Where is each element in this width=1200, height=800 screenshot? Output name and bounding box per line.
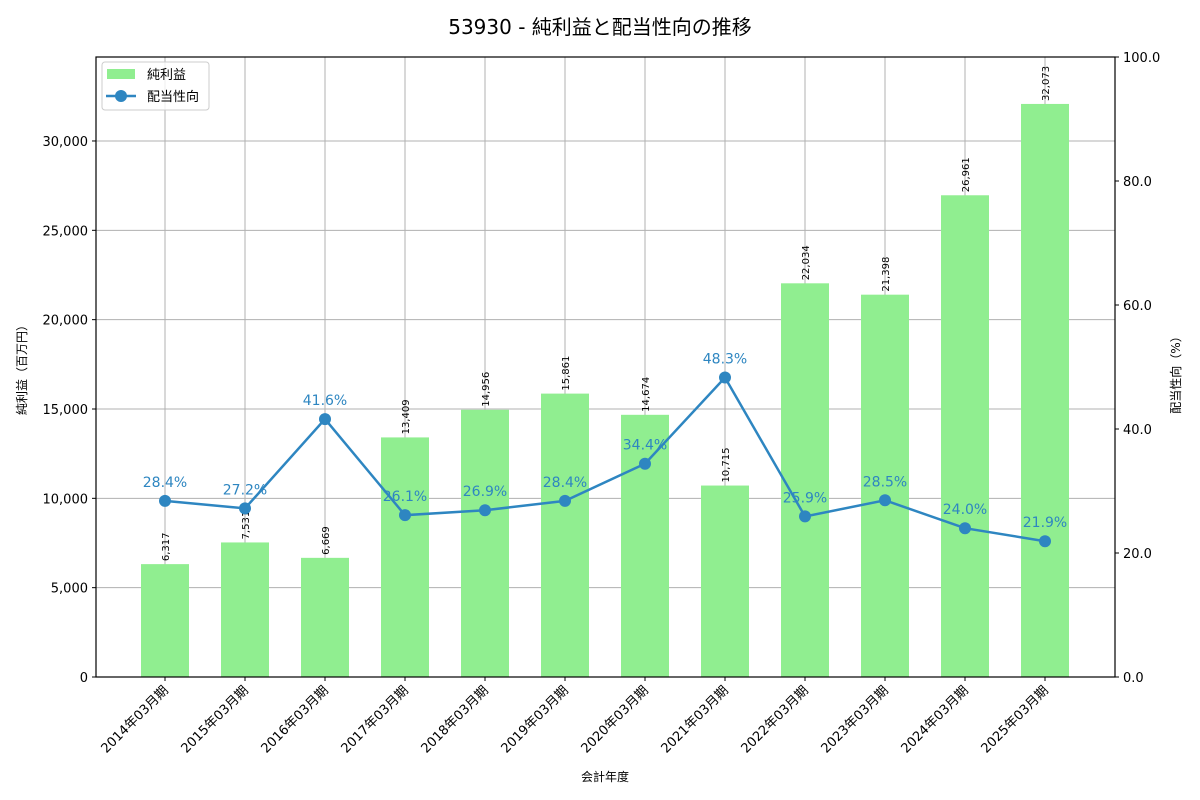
bar-series: 6,317 7,531 6,669 13,409 14,956 15,861 14,674 1… [141,66,1069,678]
chart-title: 53930 - 純利益と配当性向の推移 [448,15,752,39]
line-marker [959,522,971,535]
bar-value-label: 13,409 [401,399,412,434]
left-axis: 0 5,000 10,000 15,000 20,000 25,000 30,000 [43,135,96,686]
line-marker [879,494,891,507]
pct-label: 26.1% [383,489,427,505]
bar [701,485,749,677]
y2-tick-label: 40.0 [1123,423,1152,438]
x-axis: 2014年03月期 2015年03月期 2016年03月期 2017年03月期 2018… [99,677,1052,757]
y2-tick-label: 80.0 [1123,175,1152,190]
bar-value-label: 10,715 [721,448,732,483]
bar [381,437,429,677]
legend-label-net-income: 純利益 [147,68,186,83]
x-axis-label: 会計年度 [581,769,629,784]
x-tick-label: 2014年03月期 [99,683,172,756]
bar-value-label: 21,398 [881,257,892,292]
pct-label: 26.9% [463,484,507,500]
y-tick-label: 10,000 [43,492,89,507]
line-marker [319,413,331,426]
right-axis: 0.0 20.0 40.0 60.0 80.0 100.0 [1115,51,1160,686]
y-tick-label: 0 [80,671,88,686]
bar [861,294,909,677]
pct-label: 24.0% [943,502,987,518]
y-axis-label: 純利益（百万円） [15,319,29,415]
pct-label: 27.2% [223,482,267,498]
x-tick-label: 2017年03月期 [339,683,412,756]
bar-value-label: 14,674 [641,377,652,412]
bar-value-label: 15,861 [561,356,572,391]
y-tick-label: 5,000 [51,582,88,597]
bar-value-label: 22,034 [801,245,812,280]
pct-label: 28.5% [863,474,907,490]
pct-label: 28.4% [543,475,587,491]
x-tick-label: 2020年03月期 [579,683,652,756]
y-tick-label: 15,000 [43,403,89,418]
x-tick-label: 2024年03月期 [899,683,972,756]
y2-tick-label: 100.0 [1123,51,1160,66]
line-marker [479,504,491,517]
line-marker [159,494,171,507]
line-marker [1039,535,1051,548]
pct-label: 21.9% [1023,515,1067,531]
pct-label: 28.4% [143,475,187,491]
legend: 純利益 配当性向 [101,61,210,111]
x-tick-label: 2022年03月期 [739,683,812,756]
bar [1021,103,1069,678]
bar-value-label: 26,961 [961,157,972,192]
payout-line [164,375,1046,543]
x-tick-label: 2019年03月期 [499,683,572,756]
x-tick-label: 2025年03月期 [979,683,1052,756]
bar-value-label: 7,531 [241,511,252,540]
line-marker [399,509,411,522]
bar-value-label: 6,669 [321,526,332,555]
x-tick-label: 2018年03月期 [419,683,492,756]
plot-frame [95,56,1116,678]
legend-label-payout-ratio: 配当性向 [147,89,199,105]
y-tick-label: 30,000 [43,135,89,150]
y2-tick-label: 60.0 [1123,299,1152,314]
y2-tick-label: 0.0 [1123,671,1144,686]
legend-bar-swatch [107,69,135,79]
y2-tick-label: 20.0 [1123,547,1152,562]
bar [141,564,189,677]
line-marker [639,457,651,470]
pct-label: 41.6% [303,393,347,409]
bar-value-label: 32,073 [1041,66,1052,101]
line-marker [239,502,251,515]
bar [461,409,509,677]
legend-line-marker [115,90,127,102]
bar [301,557,349,677]
y-tick-label: 20,000 [43,314,89,329]
line-series: 28.4% 27.2% 41.6% 26.1% 26.9% 28.4% 34.4% 48.3%… [143,352,1067,548]
bar [941,195,989,678]
bar-value-label: 6,317 [161,532,172,561]
line-marker [719,371,731,384]
x-tick-label: 2021年03月期 [659,683,732,756]
y2-axis-label: 配当性向（%） [1168,330,1183,413]
line-marker [799,510,811,523]
pct-label: 25.9% [783,490,827,506]
bar [541,393,589,677]
bar [621,414,669,677]
x-tick-label: 2015年03月期 [179,683,252,756]
bar [221,542,269,677]
pct-label: 34.4% [623,438,667,454]
bar [781,283,829,677]
x-tick-label: 2016年03月期 [259,683,332,756]
pct-label: 48.3% [703,352,747,368]
y-tick-label: 25,000 [43,224,89,239]
x-tick-label: 2023年03月期 [819,683,892,756]
line-marker [559,494,571,507]
bar-value-label: 14,956 [481,372,492,407]
